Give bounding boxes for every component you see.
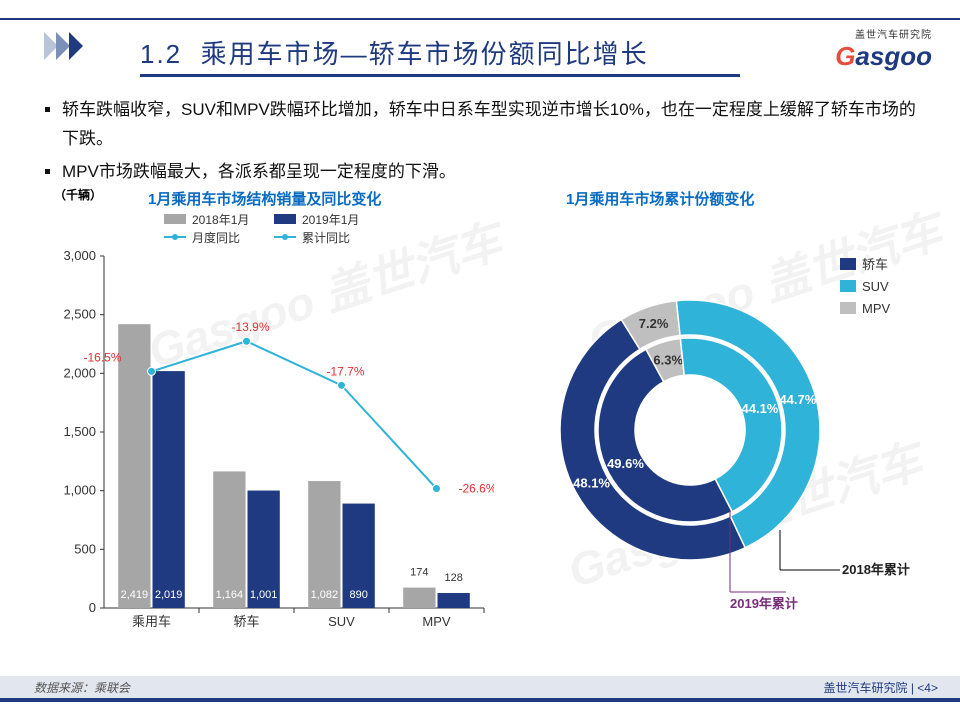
svg-text:3,000: 3,000 (63, 248, 96, 263)
svg-text:-13.9%: -13.9% (231, 320, 269, 334)
svg-text:890: 890 (349, 589, 367, 601)
svg-text:48.1%: 48.1% (573, 475, 610, 490)
svg-text:2,000: 2,000 (63, 365, 96, 380)
svg-text:2019年累计: 2019年累计 (730, 596, 798, 611)
header-chevrons (44, 32, 77, 65)
logo-subtitle: 盖世汽车研究院 (835, 26, 932, 41)
svg-text:2019年1月: 2019年1月 (302, 213, 359, 227)
svg-text:49.6%: 49.6% (607, 456, 644, 471)
donut-chart-title: 1月乘用车市场累计份额变化 (566, 188, 754, 209)
svg-text:128: 128 (444, 572, 462, 584)
y-axis-label: （千辆） (54, 186, 102, 203)
svg-text:-17.7%: -17.7% (326, 364, 364, 378)
svg-text:2018年累计: 2018年累计 (842, 562, 910, 577)
top-border (0, 18, 960, 20)
svg-text:500: 500 (74, 541, 96, 556)
logo-rest: asgoo (855, 41, 932, 71)
svg-text:1,500: 1,500 (63, 424, 96, 439)
svg-text:2,019: 2,019 (155, 589, 183, 601)
title-underline (140, 74, 740, 77)
footer-page: <4> (917, 681, 938, 695)
svg-text:2,419: 2,419 (121, 589, 149, 601)
donut-chart: 7.2% 44.7% 48.1% 6.3% 44.1% 49.6% 2018年累计 2019年… (540, 230, 930, 650)
brand-logo: 盖世汽车研究院 Gasgoo (835, 26, 932, 72)
svg-text:1,082: 1,082 (311, 589, 339, 601)
bullet-item: MPV市场跌幅最大，各派系都呈现一定程度的下滑。 (62, 158, 924, 187)
logo-letter-g: G (835, 41, 855, 71)
footer-bar (0, 676, 960, 698)
footer-source: 数据来源：乘联会 (34, 679, 130, 696)
page-title: 1.2 乘用车市场—轿车市场份额同比增长 (140, 34, 649, 71)
bar-chart-title: 1月乘用车市场结构销量及同比变化 (148, 188, 381, 209)
svg-text:SUV: SUV (862, 279, 889, 294)
bullet-item: 轿车跌幅收窄，SUV和MPV跌幅环比增加，轿车中日系车型实现逆市增长10%，也在… (62, 96, 924, 154)
svg-text:2018年1月: 2018年1月 (192, 213, 249, 227)
title-text: 乘用车市场—轿车市场份额同比增长 (201, 39, 649, 69)
footer-org: 盖世汽车研究院 (823, 681, 907, 695)
svg-text:轿车: 轿车 (862, 257, 888, 272)
svg-text:44.1%: 44.1% (742, 401, 779, 416)
footer-right: 盖世汽车研究院 | <4> (823, 679, 938, 696)
svg-text:MPV: MPV (422, 614, 451, 629)
svg-text:-16.5%: -16.5% (83, 350, 121, 364)
logo-wordmark: Gasgoo (835, 41, 932, 72)
footer-line (0, 698, 960, 702)
svg-text:1,000: 1,000 (63, 483, 96, 498)
svg-text:7.2%: 7.2% (639, 316, 669, 331)
svg-text:累计同比: 累计同比 (302, 231, 350, 245)
svg-text:SUV: SUV (328, 614, 355, 629)
svg-text:1,001: 1,001 (250, 589, 278, 601)
svg-text:-26.6%: -26.6% (459, 482, 495, 496)
svg-text:0: 0 (89, 600, 96, 615)
svg-text:6.3%: 6.3% (653, 352, 683, 367)
svg-text:轿车: 轿车 (233, 614, 259, 629)
bullet-list: 轿车跌幅收窄，SUV和MPV跌幅环比增加，轿车中日系车型实现逆市增长10%，也在… (44, 96, 924, 191)
svg-text:44.7%: 44.7% (779, 392, 816, 407)
svg-text:乘用车: 乘用车 (132, 614, 171, 629)
section-number: 1.2 (140, 39, 182, 69)
svg-text:174: 174 (410, 567, 428, 579)
svg-text:MPV: MPV (862, 301, 891, 316)
bar-chart: 0 500 1,000 1,500 2,000 2,500 3,000 2,419 2,019 乘… (54, 208, 494, 648)
chevron-icon (69, 32, 83, 60)
svg-text:月度同比: 月度同比 (192, 230, 240, 245)
svg-text:2,500: 2,500 (63, 307, 96, 322)
svg-text:1,164: 1,164 (216, 589, 244, 601)
